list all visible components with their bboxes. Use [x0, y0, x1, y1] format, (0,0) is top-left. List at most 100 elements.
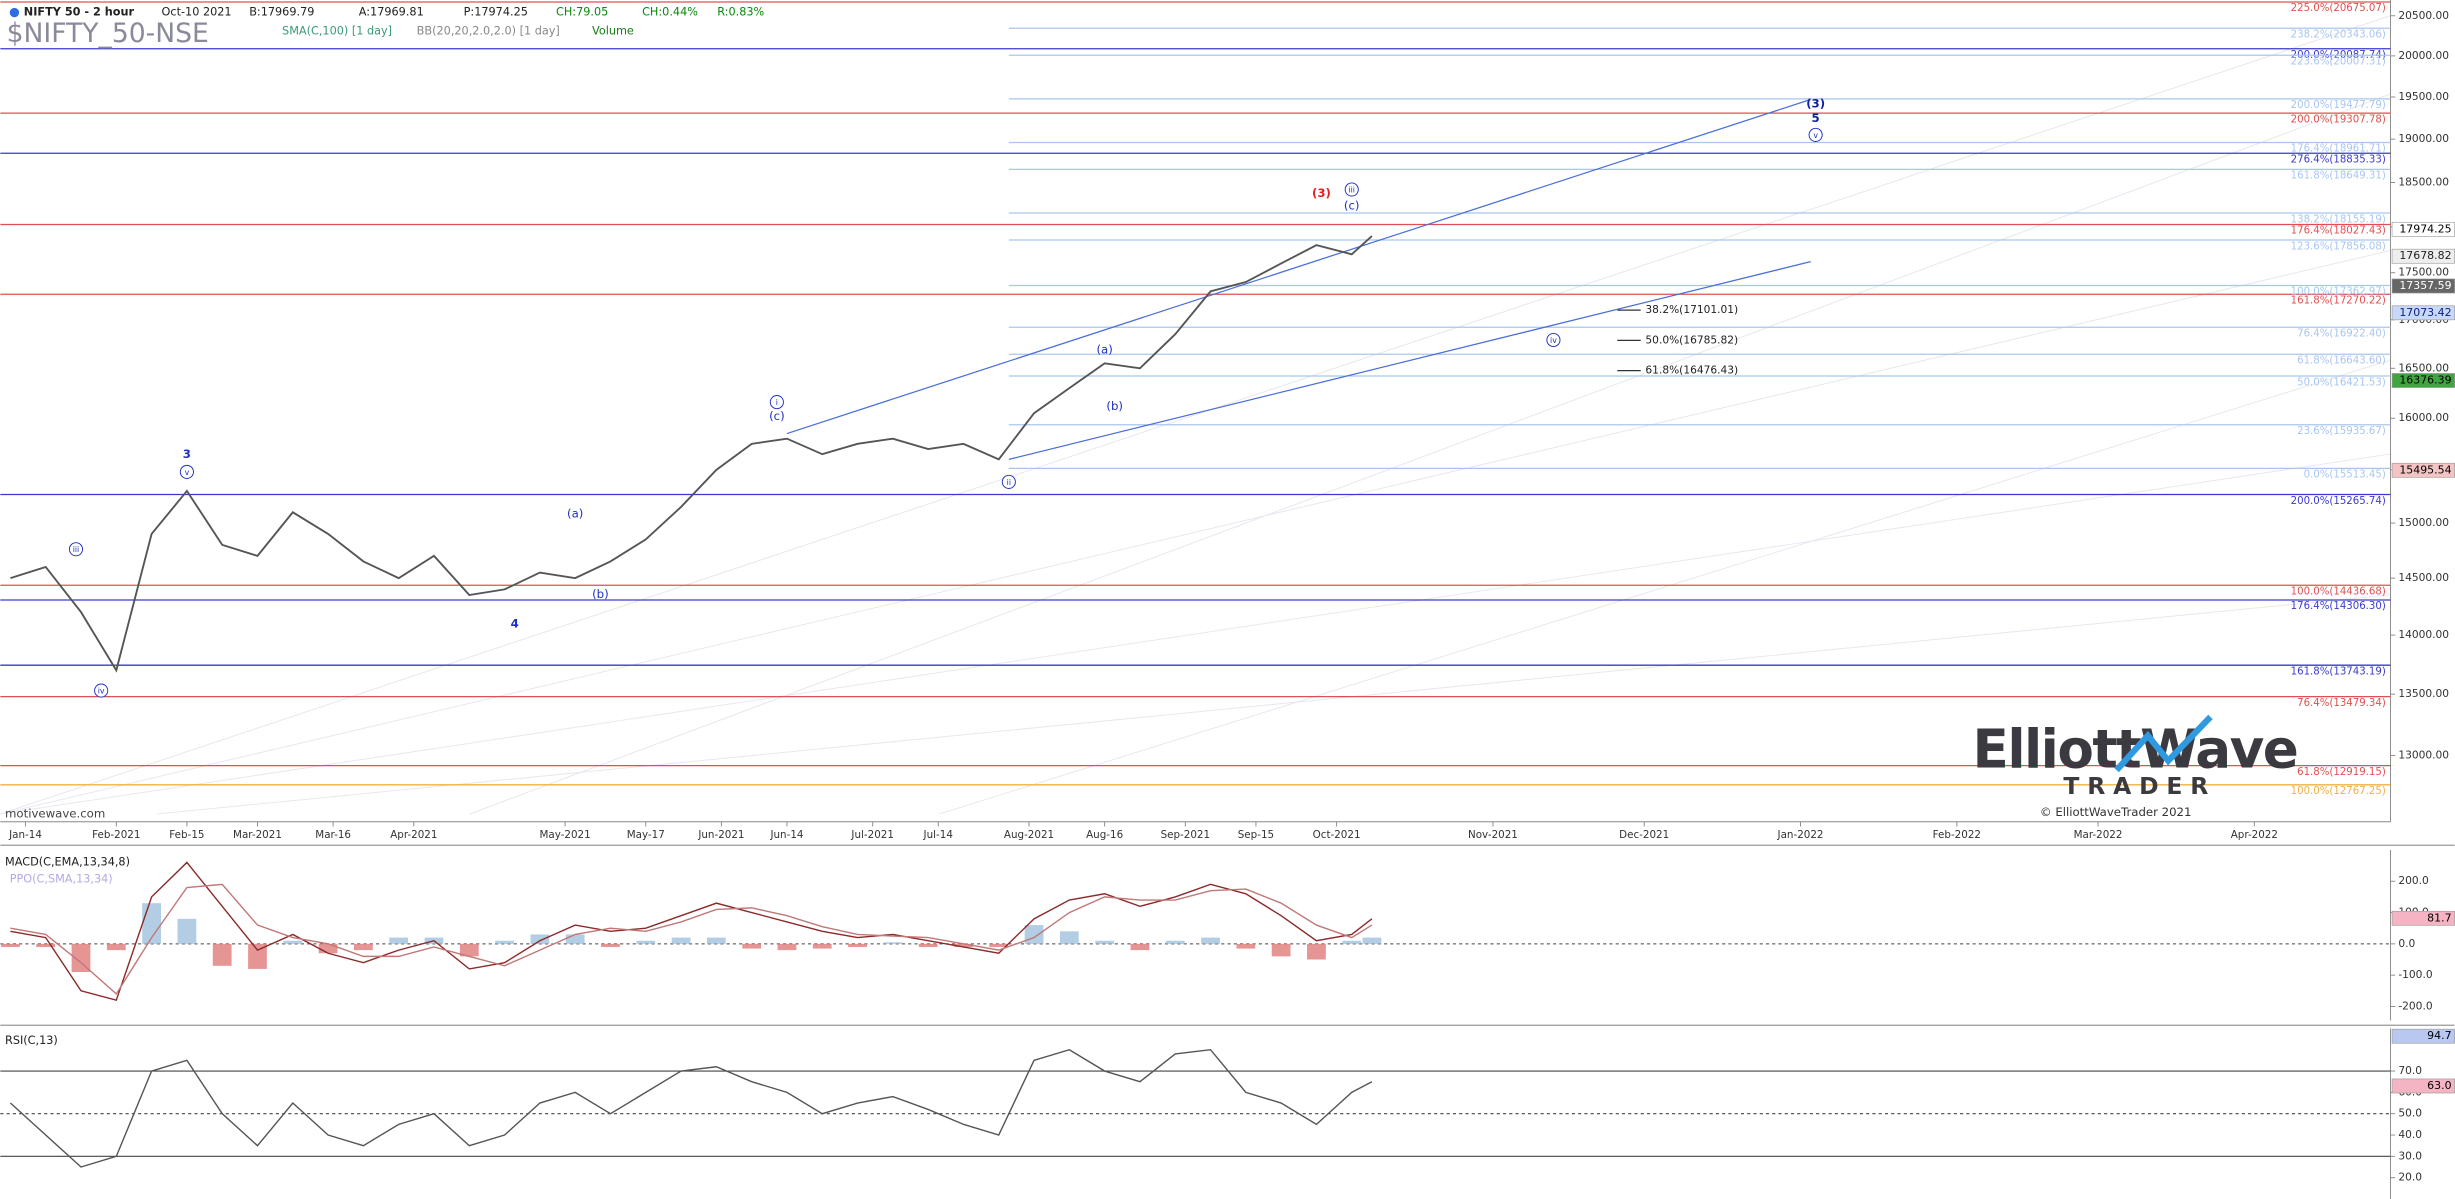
logo-wave — [2114, 714, 2213, 773]
price-tag-label: 15495.54 — [2399, 463, 2451, 476]
x-tick-label: Sep-2021 — [1161, 829, 1210, 841]
x-tick-label: Jun-14 — [769, 829, 803, 841]
change: CH:79.05 — [556, 6, 608, 19]
histogram-bar — [742, 943, 762, 949]
wave-label: (c) — [769, 409, 785, 423]
fib-level-label: 176.4%(18027.43) — [2291, 226, 2386, 237]
histogram-bar — [318, 943, 338, 954]
fan-lines — [0, 15, 2391, 815]
fib-level-label: 123.6%(17856.08) — [2291, 241, 2386, 252]
x-tick-label: Nov-2021 — [1468, 829, 1518, 841]
y-tick-label: -200.0 — [2398, 999, 2432, 1012]
y-tick-label: 200.0 — [2398, 874, 2429, 887]
y-tick-label: 20500.00 — [2398, 9, 2449, 22]
histogram-bar — [36, 943, 56, 947]
wave-label: iii — [1348, 185, 1355, 194]
y-tick-label: 40.0 — [2398, 1128, 2422, 1141]
fib-level-label: 200.0%(15265.74) — [2291, 496, 2386, 507]
histogram-bar — [1236, 943, 1256, 949]
fib-level-label: 276.4%(18835.33) — [2291, 155, 2386, 166]
histogram-bar — [353, 943, 373, 951]
y-tick-label: 20000.00 — [2398, 49, 2449, 62]
wave-label-circle — [1001, 474, 1016, 489]
x-tick-label: Mar-2021 — [233, 829, 282, 841]
fan-line — [0, 453, 2391, 815]
y-tick-label: 16000.00 — [2398, 411, 2449, 424]
wave-label: v — [185, 468, 190, 477]
histogram-bar — [636, 940, 656, 944]
study-bb[interactable]: BB(20,20,2.0,2.0) [1 day] — [417, 24, 560, 37]
change-pct: CH:0.44% — [642, 6, 698, 19]
y-tick-label: 16500.00 — [2398, 361, 2449, 374]
histogram-bar — [530, 934, 550, 944]
series-line — [10, 861, 1373, 1002]
y-tick-label: 50.0 — [2398, 1107, 2422, 1120]
price: P:17974.25 — [464, 6, 528, 19]
date: Oct-10 2021 — [162, 6, 232, 19]
series-line — [10, 235, 1373, 673]
histogram-bar — [706, 937, 726, 944]
histogram-bar — [495, 940, 514, 944]
histogram-bar — [1271, 943, 1291, 957]
x-tick-label: Sep-15 — [1238, 829, 1274, 841]
histogram-bar — [1, 943, 20, 947]
x-tick-label: Apr-2021 — [390, 829, 437, 841]
price-tag-label: 17073.42 — [2399, 306, 2451, 319]
fib-level-label: 176.4%(18961.71) — [2291, 144, 2386, 155]
x-tick-label: Dec-2021 — [1619, 829, 1669, 841]
fib-level-label: 100.0%(17362.97) — [2291, 287, 2386, 298]
fib-level-label: 161.8%(13743.19) — [2291, 666, 2386, 677]
fan-line — [0, 249, 2391, 815]
wave-label: iii — [73, 545, 80, 554]
wave-label: 4 — [511, 617, 519, 631]
x-tick-label: Mar-16 — [315, 829, 351, 841]
price-tag-label: 17678.82 — [2399, 249, 2451, 262]
y-tick-label: 20.0 — [2398, 1171, 2422, 1184]
trendline — [1008, 261, 1811, 460]
histogram-bar — [248, 943, 267, 969]
wave-label-circle — [1546, 332, 1561, 348]
histogram-bar — [283, 940, 303, 944]
x-tick-label: Jan-14 — [8, 829, 42, 841]
price-tag-label: 16376.39 — [2399, 373, 2451, 386]
histogram-bar — [918, 943, 938, 947]
fan-line — [939, 359, 2391, 815]
fib-level-label: 161.8%(17270.22) — [2291, 295, 2386, 306]
fib-level-label: 176.4%(14306.30) — [2291, 601, 2386, 612]
wave-label: 5 — [1812, 111, 1820, 125]
x-tick-label: Oct-2021 — [1313, 829, 1361, 841]
fib-level-label: 23.6%(15935.67) — [2297, 426, 2386, 437]
wave-label: (b) — [1106, 399, 1123, 413]
y-tick-label: 70.0 — [2398, 1064, 2422, 1077]
price-tag-label: 63.0 — [2427, 1079, 2451, 1092]
fib-level-label: 225.0%(20675.07) — [2291, 3, 2386, 14]
price-tag-label: 94.7 — [2427, 1029, 2451, 1042]
y-tick-label: 13500.00 — [2398, 687, 2449, 700]
wave-label: 3 — [183, 447, 191, 461]
histogram-bar — [212, 943, 232, 966]
wave-label: (c) — [1344, 198, 1360, 212]
x-tick-label: May-2021 — [539, 829, 590, 841]
series-line — [10, 883, 1373, 996]
fan-line — [0, 15, 2391, 815]
histogram-bar — [177, 918, 197, 944]
x-tick-label: Aug-16 — [1086, 829, 1123, 841]
histogram-bar — [777, 943, 797, 951]
fib-level-label: 200.0%(19477.79) — [2291, 100, 2386, 111]
study-sma[interactable]: SMA(C,100) [1 day] — [282, 24, 392, 37]
price-tag-label: 17974.25 — [2399, 222, 2451, 235]
symbol: NIFTY 50 - 2 hour — [24, 6, 135, 19]
x-tick-label: Jan-2022 — [1777, 829, 1824, 841]
study-volume[interactable]: Volume — [592, 24, 634, 37]
y-tick-label: 14500.00 — [2398, 571, 2449, 584]
histogram-bar — [1165, 940, 1185, 944]
histogram-bar — [1342, 940, 1362, 944]
fib-level-label: 100.0%(12767.25) — [2291, 786, 2386, 797]
fan-line — [156, 594, 2391, 815]
y-tick-label: 19500.00 — [2398, 90, 2449, 103]
x-tick-label: Feb-2021 — [92, 829, 140, 841]
y-tick-label: -100.0 — [2398, 968, 2432, 981]
